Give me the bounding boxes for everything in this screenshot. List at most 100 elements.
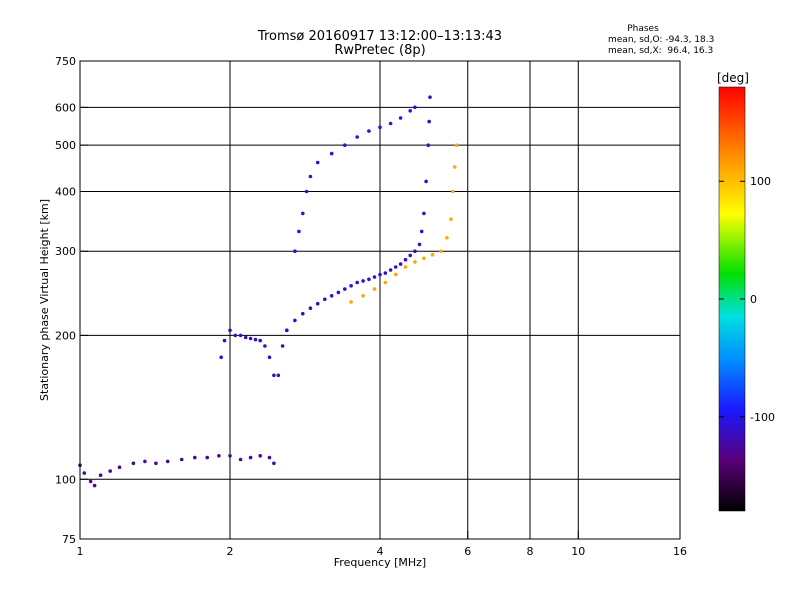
- trace-0-point-13: [205, 455, 209, 460]
- x-tick-label-1: 1: [77, 545, 84, 558]
- y-tick-label-200: 200: [55, 329, 76, 342]
- trace-4-point-5: [403, 265, 408, 269]
- trace-1-point-1: [222, 338, 227, 343]
- x-tick-label-10: 10: [571, 545, 585, 558]
- trace-2-point-9: [349, 284, 353, 288]
- trace-3-point-0: [293, 249, 297, 253]
- trace-2-point-10: [355, 280, 360, 285]
- trace-3-point-11: [388, 121, 393, 126]
- trace-0-point-20: [272, 461, 276, 466]
- trace-1-point-10: [267, 355, 272, 360]
- chart-subtitle: RwPretec (8p): [334, 43, 425, 58]
- trace-4-point-0: [349, 300, 353, 304]
- trace-2-point-4: [315, 301, 320, 306]
- trace-2-point-14: [378, 272, 382, 277]
- trace-1-point-13: [280, 344, 285, 348]
- trace-1-point-4: [238, 333, 243, 338]
- y-tick-label-100: 100: [55, 473, 76, 486]
- trace-2-point-18: [398, 262, 403, 266]
- trace-4-point-11: [449, 217, 453, 221]
- trace-0-point-1: [82, 471, 87, 475]
- phase-stats-o: mean, sd,O: -94.3, 18.3: [608, 35, 714, 45]
- trace-1-point-9: [263, 344, 267, 348]
- trace-2-point-27: [427, 119, 432, 124]
- x-axis-label: Frequency [MHz]: [334, 556, 426, 569]
- trace-3-point-10: [378, 125, 382, 130]
- phase-stats-x: mean, sd,X: 96.4, 16.3: [608, 46, 713, 56]
- trace-0-point-6: [117, 465, 122, 470]
- trace-3-point-7: [343, 143, 347, 147]
- trace-0-point-9: [154, 461, 158, 466]
- trace-2-point-19: [403, 257, 408, 262]
- trace-3-point-4: [308, 174, 313, 179]
- colorbar-tick-label-100: 100: [750, 175, 771, 188]
- trace-3-point-3: [304, 189, 309, 194]
- trace-4-point-14: [454, 143, 459, 147]
- trace-0-point-16: [238, 457, 243, 462]
- y-tick-label-750: 750: [55, 55, 76, 68]
- y-tick-label-300: 300: [55, 245, 76, 258]
- y-axis-label: Stationary phase Virtual Height [km]: [38, 199, 51, 401]
- trace-2-point-16: [388, 268, 393, 272]
- trace-2-point-22: [417, 242, 422, 247]
- trace-0-point-4: [98, 473, 103, 478]
- trace-2-point-26: [426, 143, 431, 147]
- colorbar-tick-label-0: 0: [750, 293, 757, 306]
- data-points: [78, 95, 459, 488]
- trace-2-point-28: [428, 95, 432, 99]
- trace-0-point-10: [165, 459, 170, 464]
- y-tick-label-600: 600: [55, 101, 76, 114]
- colorbar-tick-label--100: -100: [750, 411, 775, 424]
- trace-4-point-8: [430, 252, 435, 257]
- trace-3-point-13: [408, 109, 413, 113]
- trace-0-point-18: [258, 454, 263, 458]
- x-tick-label-4: 4: [377, 545, 384, 558]
- trace-1-point-5: [243, 335, 248, 340]
- trace-4-point-9: [439, 249, 443, 253]
- trace-2-point-24: [422, 211, 426, 216]
- trace-1-point-0: [219, 355, 223, 360]
- trace-1-point-11: [272, 373, 276, 378]
- trace-3-point-6: [329, 151, 334, 156]
- trace-2-point-11: [361, 279, 365, 283]
- trace-0-point-3: [92, 483, 97, 488]
- y-tick-label-400: 400: [55, 185, 76, 198]
- trace-3-point-14: [413, 105, 417, 110]
- trace-2-point-25: [424, 179, 428, 184]
- trace-0-point-11: [179, 457, 184, 462]
- trace-2-point-15: [383, 271, 388, 275]
- trace-4-point-2: [372, 287, 377, 291]
- trace-4-point-13: [452, 165, 457, 169]
- trace-1-point-2: [228, 328, 232, 333]
- trace-2-point-12: [367, 277, 371, 282]
- trace-0-point-8: [143, 459, 147, 464]
- trace-4-point-1: [361, 294, 365, 298]
- colorbar-ticks: 100 0 -100: [719, 175, 775, 424]
- trace-4-point-12: [451, 189, 455, 194]
- phase-stats-heading: Phases: [627, 24, 659, 34]
- trace-3-point-2: [301, 211, 305, 216]
- trace-4-point-4: [393, 272, 398, 277]
- trace-0-point-12: [193, 455, 197, 460]
- trace-1-point-7: [253, 337, 258, 342]
- trace-3-point-12: [398, 116, 403, 120]
- y-tick-label-75: 75: [62, 533, 76, 546]
- trace-0-point-5: [108, 469, 112, 473]
- trace-4-point-6: [413, 260, 417, 264]
- trace-2-point-17: [393, 265, 398, 269]
- trace-1-point-12: [276, 373, 281, 378]
- trace-3-point-5: [315, 160, 320, 165]
- trace-2-point-2: [301, 311, 305, 316]
- trace-2-point-0: [285, 328, 289, 333]
- axis-ticks: 1 2 4 6 8 10 16 75 100 200 300 400 500 600 750: [55, 55, 687, 558]
- trace-0-point-14: [217, 454, 221, 458]
- trace-1-point-3: [233, 333, 238, 338]
- trace-2-point-7: [336, 290, 341, 295]
- trace-2-point-5: [323, 297, 327, 302]
- x-tick-label-2: 2: [227, 545, 234, 558]
- trace-2-point-3: [308, 306, 313, 311]
- x-tick-label-8: 8: [527, 545, 534, 558]
- trace-2-point-21: [413, 249, 417, 253]
